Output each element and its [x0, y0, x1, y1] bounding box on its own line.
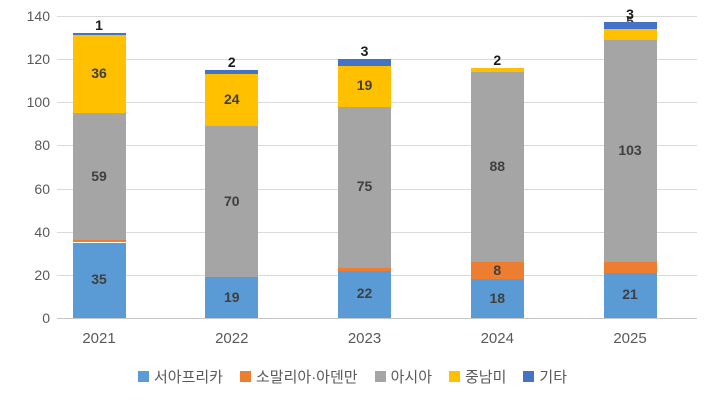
x-axis-line: [57, 318, 697, 319]
y-tick-label: 20: [34, 266, 50, 283]
y-tick-label: 40: [34, 223, 50, 240]
legend-swatch: [239, 371, 251, 382]
bar-segment: [205, 74, 259, 126]
bar-segment: [338, 268, 391, 271]
bar-segment: [603, 272, 657, 318]
y-tick-label: 100: [26, 94, 50, 111]
y-tick-label: 0: [42, 310, 50, 326]
x-tick-label: 2025: [613, 330, 647, 347]
legend-label: 아시아: [390, 369, 432, 386]
legend-label: 서아프리카: [153, 369, 223, 386]
segment-data-label: 19: [223, 288, 240, 305]
segment-data-label: 75: [356, 178, 373, 195]
segment-data-label: 5: [626, 12, 634, 29]
bar-segment: [205, 277, 259, 318]
segment-data-label: 1: [95, 17, 103, 34]
legend-label: 소말리아·아덴만: [255, 369, 358, 386]
segment-data-label: 8: [493, 261, 502, 278]
legend-item: 기타: [523, 366, 567, 387]
bar-segment: [603, 261, 657, 273]
legend-item: 아시아: [374, 366, 432, 387]
legend-label: 기타: [539, 369, 568, 386]
bar-segment: [470, 72, 524, 262]
segment-data-label: 35: [91, 271, 107, 288]
x-tick-label: 2022: [215, 330, 249, 347]
bar-segment: [603, 39, 657, 262]
segment-data-label: 18: [489, 289, 506, 306]
segment-data-label: 2: [227, 53, 236, 70]
bar-segment: [470, 279, 524, 318]
chart-legend: 서아프리카 소말리아·아덴만 아시아 중남미 기타: [0, 366, 705, 387]
y-tick-label: 80: [34, 137, 50, 154]
segment-data-label: 21: [622, 286, 638, 303]
segment-data-label: 3: [626, 6, 634, 23]
segment-data-label: 19: [356, 77, 373, 94]
bar-segment: [338, 270, 391, 318]
bar-segment: [72, 33, 126, 36]
legend-item: 소말리아·아덴만: [239, 366, 358, 387]
y-tick-label: 140: [26, 8, 50, 24]
grid-line: [57, 16, 697, 17]
segment-data-label: 24: [223, 91, 240, 108]
bar-segment: [205, 69, 259, 75]
bar-segment: [338, 106, 391, 269]
segment-data-label: 59: [91, 167, 107, 184]
bar-segment: [338, 59, 391, 66]
bar-segment: [470, 67, 524, 73]
legend-swatch: [137, 371, 149, 382]
legend-swatch: [523, 371, 535, 382]
bar-segment: [338, 65, 391, 107]
legend-swatch: [374, 371, 386, 382]
segment-data-label: 2: [493, 51, 502, 68]
bar-segment: [72, 242, 126, 318]
bar-segment: [603, 28, 657, 40]
segment-data-label: 22: [356, 285, 373, 302]
y-tick-label: 60: [34, 180, 50, 197]
segment-data-label: 3: [360, 43, 369, 60]
segment-data-label: 36: [91, 65, 107, 82]
segment-data-label: 70: [223, 192, 240, 209]
bar-segment: [72, 240, 126, 243]
legend-label: 중남미: [465, 369, 507, 386]
x-tick-label: 2023: [347, 330, 382, 347]
bar-segment: [72, 35, 126, 114]
x-tick-label: 2024: [480, 330, 514, 347]
bar-segment: [603, 22, 657, 29]
legend-item: 중남미: [449, 366, 506, 387]
bar-segment: [470, 261, 524, 280]
bar-segment: [72, 113, 126, 241]
legend-item: 서아프리카: [137, 366, 223, 387]
segment-data-label: 103: [618, 141, 642, 158]
legend-swatch: [449, 371, 460, 382]
segment-data-label: 88: [489, 158, 506, 174]
bar-segment: [205, 126, 259, 277]
y-tick-label: 120: [26, 51, 50, 68]
x-tick-label: 2021: [82, 330, 116, 347]
